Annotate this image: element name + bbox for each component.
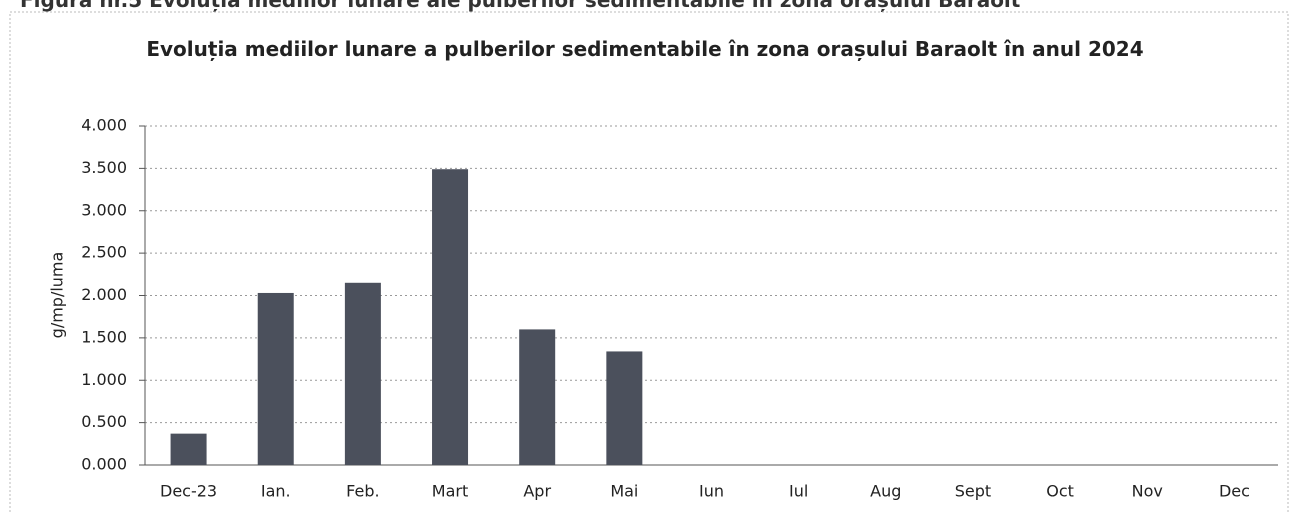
x-tick-label: Iul <box>789 482 808 501</box>
x-tick-label: Dec-23 <box>160 482 217 501</box>
x-tick-label: Aug <box>870 482 901 501</box>
x-tick-label: Oct <box>1046 482 1074 501</box>
chart-title: Evoluția mediilor lunare a pulberilor se… <box>146 37 1144 61</box>
caption: Figura nr.5 Evoluția mediilor lunare ale… <box>20 0 1021 12</box>
y-tick-label: 0.500 <box>81 412 127 431</box>
x-tick-label: Mai <box>610 482 638 501</box>
bar <box>432 169 469 465</box>
x-tick-label: Mart <box>432 482 468 501</box>
bar <box>257 292 294 465</box>
y-axis-label: g/mp/luma <box>48 252 67 339</box>
x-tick-label: Ian. <box>261 482 291 501</box>
y-tick-label: 2.000 <box>81 285 127 304</box>
y-tick-label: 1.000 <box>81 370 127 389</box>
bar <box>344 282 381 465</box>
x-tick-label: Apr <box>523 482 551 501</box>
x-tick-label: Iun <box>699 482 724 501</box>
bar <box>519 329 556 465</box>
x-tick-label: Sept <box>955 482 991 501</box>
y-tick-label: 4.000 <box>81 116 127 135</box>
y-tick-label: 3.000 <box>81 200 127 219</box>
bar <box>606 351 643 465</box>
bar <box>170 433 207 465</box>
x-tick-label: Nov <box>1132 482 1163 501</box>
x-tick-label: Feb. <box>346 482 379 501</box>
y-tick-label: 1.500 <box>81 327 127 346</box>
y-tick-label: 0.000 <box>81 455 127 474</box>
y-tick-label: 2.500 <box>81 243 127 262</box>
x-tick-label: Dec <box>1219 482 1250 501</box>
chart-border <box>9 11 1289 513</box>
y-tick-label: 3.500 <box>81 158 127 177</box>
